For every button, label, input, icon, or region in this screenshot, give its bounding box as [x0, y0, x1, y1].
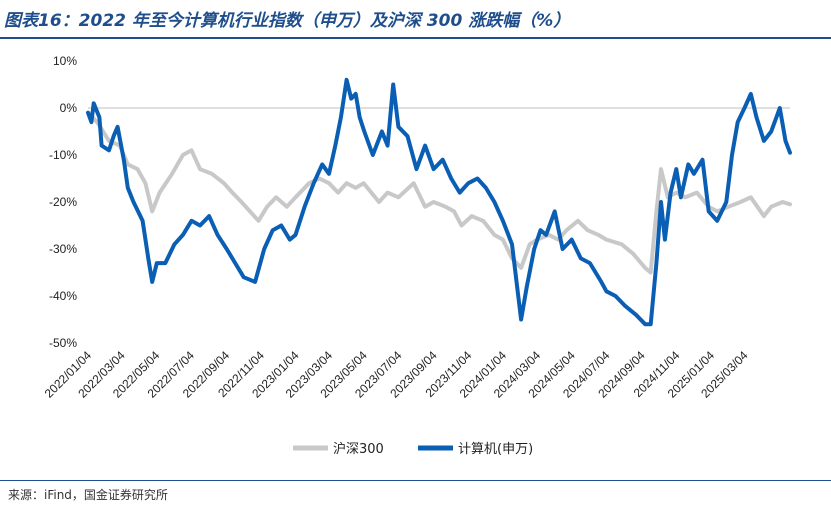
y-tick-label: -10% [49, 148, 77, 162]
y-tick-label: 0% [60, 101, 78, 115]
legend-label-computer: 计算机(申万) [458, 442, 533, 457]
y-tick-label: -20% [49, 195, 77, 209]
source-note: 来源：iFind，国金证券研究所 [8, 488, 168, 502]
y-tick-label: -30% [49, 242, 77, 256]
series-line-computer [86, 77, 792, 327]
series-layer [86, 77, 792, 327]
legend: 沪深300 计算机(申万) [293, 441, 533, 457]
title-divider [0, 37, 831, 39]
chart-title: 图表16：2022 年至今计算机行业指数（申万）及沪深 300 涨跌幅（%） [4, 11, 571, 31]
footer-divider [0, 480, 831, 481]
y-axis: 10% 0% -10% -20% -30% -40% -50% [49, 54, 77, 350]
legend-label-hs300: 沪深300 [333, 441, 384, 457]
y-tick-label: -40% [49, 289, 77, 303]
series-line-hs300 [86, 110, 792, 275]
line-chart: 10% 0% -10% -20% -30% -40% -50% 2022/01/042022… [42, 54, 792, 457]
y-tick-label: 10% [53, 54, 77, 68]
x-axis: 2022/01/042022/03/042022/05/042022/07/04… [42, 107, 790, 401]
y-tick-label: -50% [49, 336, 77, 350]
